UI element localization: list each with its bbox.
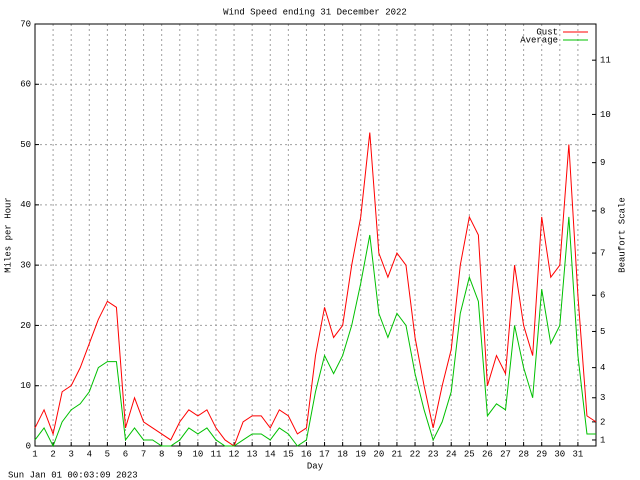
x-tick-label: 17 bbox=[319, 449, 330, 459]
x-tick-label: 18 bbox=[337, 449, 348, 459]
y-tick-label: 0 bbox=[26, 441, 31, 451]
x-tick-label: 2 bbox=[50, 449, 55, 459]
y2-axis-label: Beaufort Scale bbox=[617, 197, 627, 273]
y2-tick-label: 2 bbox=[600, 417, 605, 427]
x-tick-label: 28 bbox=[518, 449, 529, 459]
x-tick-label: 10 bbox=[192, 449, 203, 459]
x-tick-label: 31 bbox=[572, 449, 583, 459]
plot-border bbox=[34, 23, 597, 447]
x-tick-label: 27 bbox=[500, 449, 511, 459]
y2-tick-label: 6 bbox=[600, 291, 605, 301]
y-tick-label: 10 bbox=[20, 381, 31, 391]
x-tick-label: 8 bbox=[159, 449, 164, 459]
x-tick-label: 20 bbox=[373, 449, 384, 459]
x-tick-label: 16 bbox=[301, 449, 312, 459]
x-tick-label: 26 bbox=[482, 449, 493, 459]
x-tick-label: 4 bbox=[87, 449, 92, 459]
series-line bbox=[34, 132, 597, 447]
x-tick-label: 19 bbox=[355, 449, 366, 459]
x-tick-label: 21 bbox=[392, 449, 403, 459]
y2-tick-label: 5 bbox=[600, 327, 605, 337]
x-tick-label: 15 bbox=[283, 449, 294, 459]
x-tick-label: 7 bbox=[141, 449, 146, 459]
x-axis-label: Day bbox=[307, 461, 324, 471]
y-axis-label: Miles per Hour bbox=[3, 197, 13, 273]
x-tick-label: 13 bbox=[247, 449, 258, 459]
y2-tick-label: 1 bbox=[600, 435, 605, 445]
y-tick-label: 50 bbox=[20, 140, 31, 150]
y2-tick-label: 9 bbox=[600, 158, 605, 168]
series-line bbox=[34, 216, 596, 448]
x-tick-label: 22 bbox=[410, 449, 421, 459]
x-tick-label: 29 bbox=[536, 449, 547, 459]
x-tick-label: 14 bbox=[265, 449, 276, 459]
x-tick-label: 5 bbox=[105, 449, 110, 459]
footer: Sun Jan 01 00:03:09 2023 bbox=[8, 470, 138, 480]
y2-tick-label: 4 bbox=[600, 363, 605, 373]
legend-label: Gust bbox=[536, 27, 558, 37]
x-tick-label: 24 bbox=[446, 449, 457, 459]
y-tick-label: 70 bbox=[20, 19, 31, 29]
chart-title: Wind Speed ending 31 December 2022 bbox=[223, 7, 407, 17]
y-tick-label: 20 bbox=[20, 321, 31, 331]
x-tick-label: 25 bbox=[464, 449, 475, 459]
y2-tick-label: 8 bbox=[600, 206, 605, 216]
x-tick-label: 23 bbox=[428, 449, 439, 459]
x-tick-label: 1 bbox=[32, 449, 37, 459]
y2-tick-label: 7 bbox=[600, 248, 605, 258]
y2-tick-label: 3 bbox=[600, 393, 605, 403]
x-tick-label: 11 bbox=[211, 449, 222, 459]
y-tick-label: 40 bbox=[20, 200, 31, 210]
y-tick-label: 30 bbox=[20, 261, 31, 271]
y2-tick-label: 10 bbox=[600, 110, 611, 120]
x-tick-label: 9 bbox=[177, 449, 182, 459]
y-tick-label: 60 bbox=[20, 80, 31, 90]
y2-tick-label: 11 bbox=[600, 56, 611, 66]
x-tick-label: 12 bbox=[229, 449, 240, 459]
x-tick-label: 3 bbox=[68, 449, 73, 459]
legend-label: Average bbox=[520, 35, 558, 45]
x-tick-label: 30 bbox=[554, 449, 565, 459]
x-tick-label: 6 bbox=[123, 449, 128, 459]
